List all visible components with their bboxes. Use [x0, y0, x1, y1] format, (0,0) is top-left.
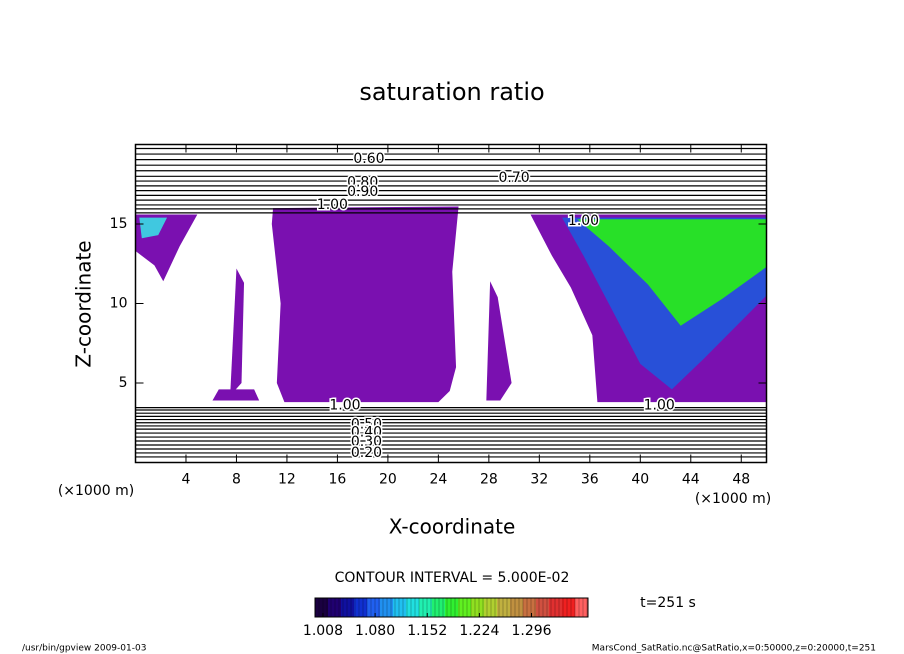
y-tick-label: 10 — [110, 296, 128, 312]
contour-label: 0.90 — [347, 184, 378, 200]
time-label: t=251 s — [640, 595, 696, 611]
contour-label: 0.30 — [351, 434, 382, 450]
colorbar-tick-label: 1.080 — [355, 623, 395, 639]
colorbar-tick-label: 1.296 — [511, 623, 551, 639]
x-tick-label: 48 — [732, 472, 750, 488]
colorbar-cell — [549, 598, 563, 617]
colorbar-frame — [314, 597, 589, 618]
contour-label: 0.50 — [351, 416, 382, 432]
colorbar-cell — [432, 598, 446, 617]
colorbar-cell — [380, 598, 394, 617]
contour-label: 0.60 — [353, 151, 384, 167]
contour-label: 0.70 — [499, 170, 530, 186]
colorbar-cell — [419, 598, 433, 617]
x-tick-label: 36 — [581, 472, 599, 488]
filled-region — [486, 281, 512, 401]
contour-label: 0.80 — [347, 175, 378, 191]
x-tick-label: 4 — [182, 472, 191, 488]
x-tick-label: 40 — [631, 472, 649, 488]
y-tick-label: 15 — [110, 216, 128, 232]
x-tick-label: 12 — [278, 472, 296, 488]
filled-region — [577, 219, 767, 326]
x-tick-label: 44 — [682, 472, 700, 488]
contour-label: 1.00 — [317, 197, 348, 213]
x-tick-label: 32 — [530, 472, 548, 488]
colorbar-cell — [341, 598, 355, 617]
colorbar-cell — [406, 598, 420, 617]
colorbar-cell — [315, 598, 329, 617]
colorbar-cell — [536, 598, 550, 617]
colorbar-cell — [562, 598, 576, 617]
colorbar-cell — [445, 598, 459, 617]
colorbar-cell — [471, 598, 485, 617]
x-tick-label: 24 — [429, 472, 447, 488]
y-units: (×1000 m) — [58, 483, 134, 499]
colorbar-cell — [367, 598, 381, 617]
x-axis-label: X-coordinate — [389, 515, 516, 539]
colorbar-tick-label: 1.008 — [303, 623, 343, 639]
contour-label: 0.40 — [351, 424, 382, 440]
x-tick-label: 8 — [232, 472, 241, 488]
x-tick-label: 20 — [379, 472, 397, 488]
colorbar-cell — [393, 598, 407, 617]
filled-region — [271, 206, 459, 403]
colorbar-cell — [523, 598, 537, 617]
colorbar-cell — [497, 598, 511, 617]
footer-right: MarsCond_SatRatio.nc@SatRatio,x=0:50000,… — [592, 644, 876, 654]
colorbar-cell — [328, 598, 342, 617]
filled-region — [139, 217, 168, 239]
colorbar-tick-label: 1.224 — [459, 623, 499, 639]
chart-title: saturation ratio — [359, 78, 544, 106]
contour-label: 1.00 — [568, 213, 599, 229]
y-tick-label: 5 — [119, 375, 128, 391]
contour-label: 1.00 — [329, 397, 360, 413]
footer-left: /usr/bin/gpview 2009-01-03 — [22, 644, 146, 654]
y-axis-label: Z-coordinate — [72, 240, 96, 367]
colorbar-cell — [458, 598, 472, 617]
x-tick-label: 16 — [329, 472, 347, 488]
contour-label: 1.00 — [644, 397, 675, 413]
contour-interval: CONTOUR INTERVAL = 5.000E-02 — [335, 570, 570, 586]
filled-region — [230, 268, 245, 396]
colorbar-tick-label: 1.152 — [407, 623, 447, 639]
colorbar-cell — [510, 598, 524, 617]
plot-area: 0.600.800.901.000.701.001.001.000.500.40… — [135, 147, 767, 462]
colorbar-cell — [575, 598, 589, 617]
contour-label: 0.20 — [351, 445, 382, 461]
filled-region — [212, 389, 260, 401]
x-tick-label: 28 — [480, 472, 498, 488]
x-units: (×1000 m) — [695, 491, 771, 507]
colorbar-cell — [354, 598, 368, 617]
colorbar-cell — [484, 598, 498, 617]
